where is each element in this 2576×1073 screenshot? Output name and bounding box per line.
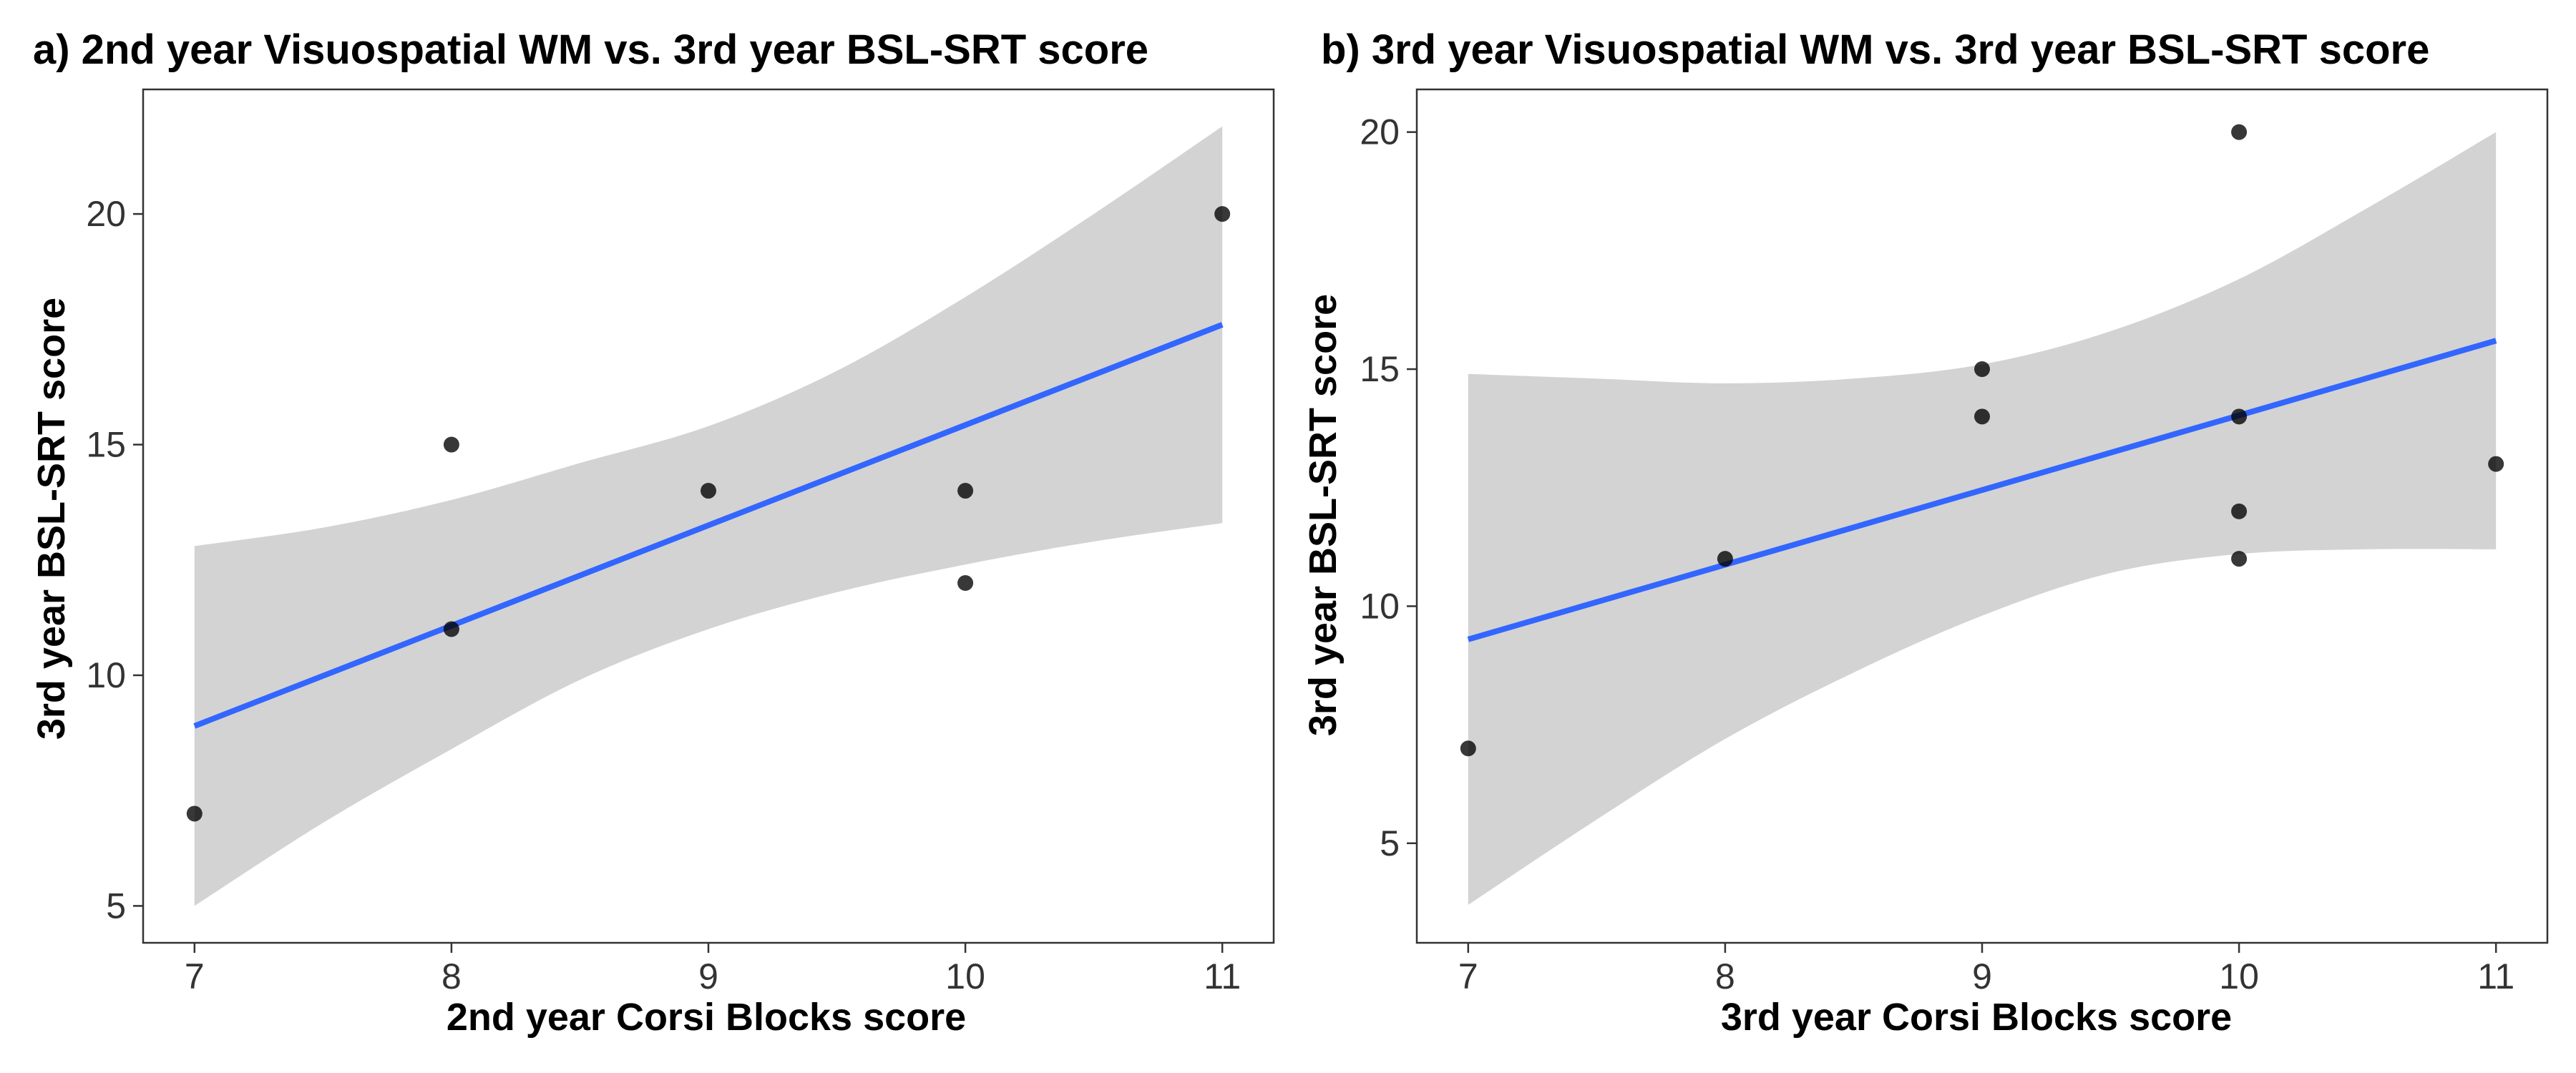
panel-b-x-tick-label-10: 10 (2219, 956, 2259, 996)
panel-a: a) 2nd year Visuospatial WM vs. 3rd year… (30, 26, 1275, 1039)
panel-a-data-point-6 (957, 575, 974, 592)
scatter-plot-b: 7 8 9 10 11 5 10 15 20 3rd year Corsi Blocks sco… (1302, 88, 2549, 1039)
panel-b-x-tick-label-7: 7 (1458, 956, 1478, 996)
panel-b-y-axis-title: 3rd year BSL-SRT score (1302, 294, 1345, 736)
panel-b-fit-line (1467, 338, 2497, 642)
panel-a-data-point-3 (443, 621, 459, 637)
panel-b-title: b) 3rd year Visuospatial WM vs. 3rd year… (1321, 26, 2430, 73)
panel-a-title: a) 2nd year Visuospatial WM vs. 3rd year… (33, 26, 1149, 73)
panel-a-confidence-band (194, 126, 1223, 906)
panel-b-x-tick-label-11: 11 (2477, 956, 2514, 996)
panel-a-y-tick-label-20: 20 (86, 194, 126, 234)
panel-a-y-tick-label-5: 5 (106, 886, 126, 926)
panel-a-x-tick-label-9: 9 (698, 956, 718, 996)
panel-b-data-point-4 (1974, 408, 1990, 425)
panel-b-x-tick-label-8: 8 (1715, 956, 1735, 996)
panel-a-x-axis-title: 2nd year Corsi Blocks score (447, 996, 966, 1039)
panel-a-x-tick-label-11: 11 (1204, 956, 1241, 996)
panel-b-data-point-5 (2231, 124, 2248, 140)
panel-b-data-point-2 (1717, 551, 1733, 567)
panel-a-y-tick-label-10: 10 (86, 655, 126, 695)
panel-b-data-point-3 (1974, 361, 1990, 378)
panel-b-confidence-band (1468, 132, 2497, 906)
panel-a-y-axis-title: 3rd year BSL-SRT score (30, 298, 73, 740)
scatter-plot-a: 7 8 9 10 11 5 10 15 20 2nd year Corsi Blocks sco… (30, 88, 1275, 1039)
panel-a-data-point-1 (186, 805, 203, 822)
panel-a-data-point-5 (957, 483, 974, 499)
panel-b-data-point-9 (2488, 456, 2504, 472)
panel-a-x-tick-label-10: 10 (945, 956, 985, 996)
panel-b-data-point-6 (2231, 408, 2248, 425)
panel-b-x-axis-title: 3rd year Corsi Blocks score (1721, 996, 2232, 1039)
panel-b: b) 3rd year Visuospatial WM vs. 3rd year… (1288, 0, 2576, 1073)
panel-a-fit-line (193, 322, 1224, 729)
panel-b-y-tick-label-5: 5 (1380, 823, 1400, 863)
panel-a-data-point-2 (443, 436, 459, 453)
panel-a-y-tick-label-15: 15 (86, 425, 126, 465)
panel-b-x-tick-label-9: 9 (1972, 956, 1992, 996)
panel-b-data-point-8 (2231, 551, 2248, 567)
panel-a-x-tick-label-8: 8 (441, 956, 462, 996)
panel-b-data-point-1 (1460, 740, 1476, 757)
panel-b-y-tick-label-20: 20 (1360, 112, 1400, 152)
panel-a-data-point-7 (1214, 206, 1231, 222)
panel-a-data-point-4 (701, 483, 716, 499)
panel-b-data-point-7 (2231, 503, 2248, 519)
panel-b-y-tick-label-15: 15 (1360, 349, 1400, 389)
panel-b-y-tick-label-10: 10 (1360, 586, 1400, 626)
panel-a-x-tick-label-7: 7 (185, 956, 205, 996)
